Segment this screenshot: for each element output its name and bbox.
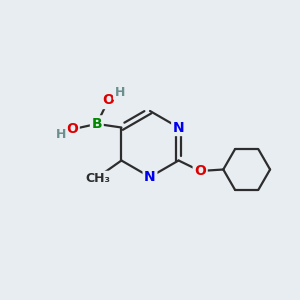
Text: B: B [92, 117, 102, 131]
Text: O: O [102, 94, 114, 107]
Text: N: N [173, 121, 184, 134]
Text: O: O [194, 164, 206, 178]
Text: H: H [56, 128, 66, 141]
Text: N: N [144, 170, 156, 184]
Text: H: H [114, 85, 125, 99]
Text: O: O [66, 122, 78, 136]
Text: CH₃: CH₃ [85, 172, 110, 185]
